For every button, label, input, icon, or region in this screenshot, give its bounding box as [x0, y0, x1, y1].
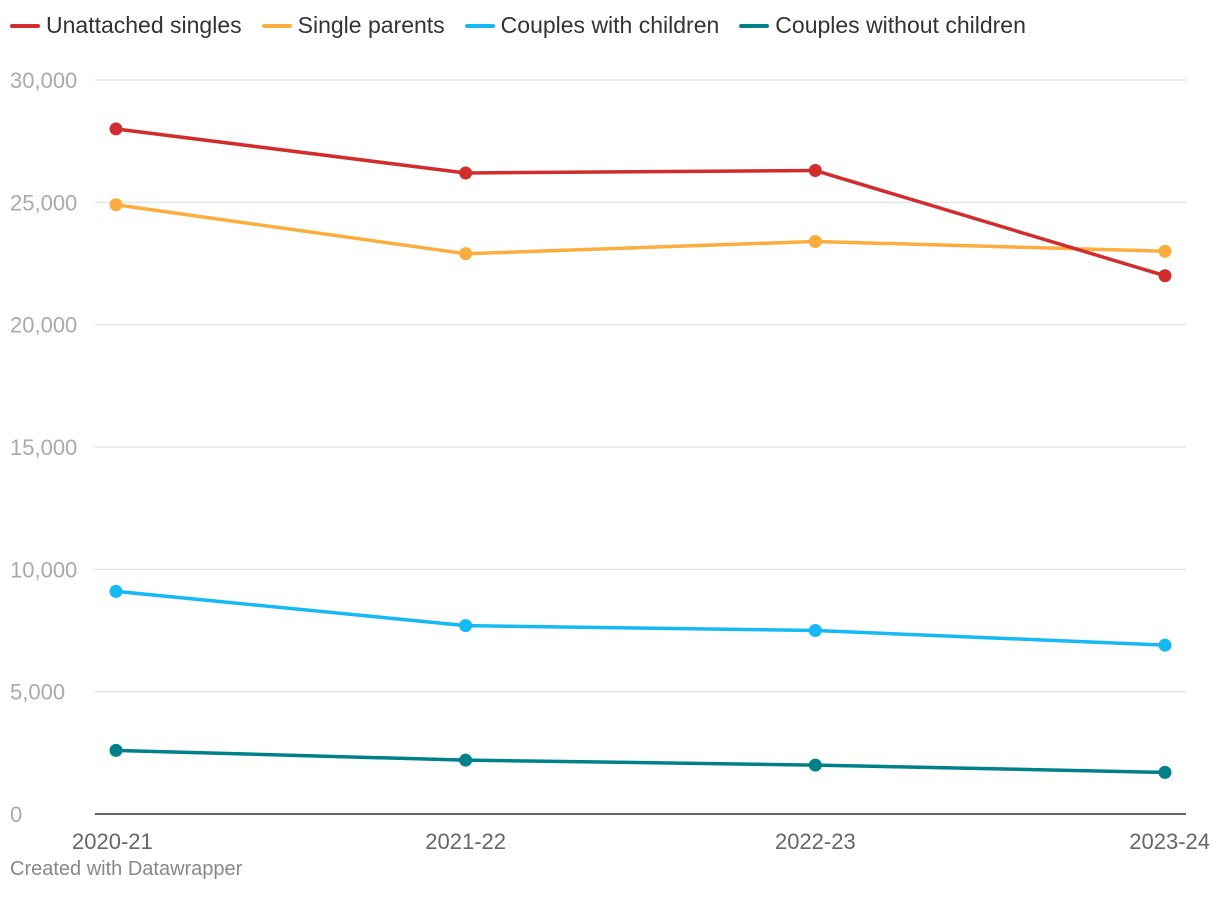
y-tick-label: 15,000: [10, 435, 77, 460]
series-lines: [109, 122, 1172, 779]
data-point: [109, 122, 123, 136]
series-line: [114, 748, 1167, 775]
legend: Unattached singles Single parents Couples …: [10, 12, 1046, 39]
data-point: [459, 753, 473, 767]
legend-label: Single parents: [297, 12, 445, 38]
footer-credit: Created with Datawrapper: [10, 858, 243, 880]
legend-swatch: [739, 23, 770, 28]
legend-label: Couples with children: [500, 12, 720, 38]
data-point: [1158, 269, 1172, 283]
data-point: [459, 247, 473, 261]
y-tick-label: 25,000: [10, 190, 77, 215]
y-axis-tick-labels: 0 5,000 10,000 15,000 20,000 25,000 30,000: [10, 68, 77, 827]
data-point: [109, 198, 123, 212]
x-tick-label: 2021-22: [425, 829, 506, 854]
legend-item: Couples with children: [464, 12, 720, 39]
data-point: [808, 164, 822, 178]
data-point: [808, 234, 822, 248]
series-line: [114, 203, 1167, 256]
data-point: [1158, 765, 1172, 779]
series-couples-with-children: [109, 584, 1172, 652]
data-point: [459, 166, 473, 180]
y-tick-label: 20,000: [10, 313, 77, 338]
series-line: [114, 127, 1167, 278]
legend-item: Unattached singles: [10, 12, 242, 39]
series-unattached-singles: [109, 122, 1172, 283]
legend-item: Single parents: [261, 12, 445, 39]
data-point: [109, 584, 123, 598]
series-single-parents: [109, 198, 1172, 261]
data-point: [1158, 638, 1172, 652]
gridlines: [95, 79, 1186, 693]
legend-swatch: [261, 23, 292, 28]
x-tick-label: 2020-21: [72, 829, 153, 854]
data-point: [808, 758, 822, 772]
legend-item: Couples without children: [739, 12, 1026, 39]
data-point: [808, 624, 822, 637]
x-tick-label: 2023-24: [1129, 829, 1210, 854]
legend-label: Couples without children: [775, 12, 1026, 38]
y-tick-label: 5,000: [10, 680, 65, 705]
data-point: [1158, 244, 1172, 258]
x-tick-label: 2022-23: [775, 829, 856, 854]
legend-swatch: [10, 23, 40, 28]
y-tick-label: 30,000: [10, 68, 77, 93]
y-tick-label: 10,000: [10, 557, 77, 582]
y-tick-label: 0: [10, 802, 22, 827]
series-couples-without-children: [109, 743, 1172, 779]
legend-label: Unattached singles: [46, 12, 242, 38]
data-point: [459, 619, 473, 633]
legend-swatch: [464, 23, 495, 28]
series-line: [114, 589, 1167, 647]
data-point: [109, 743, 123, 757]
x-axis-tick-labels: 2020-21 2021-22 2022-23 2023-24: [72, 829, 1210, 854]
